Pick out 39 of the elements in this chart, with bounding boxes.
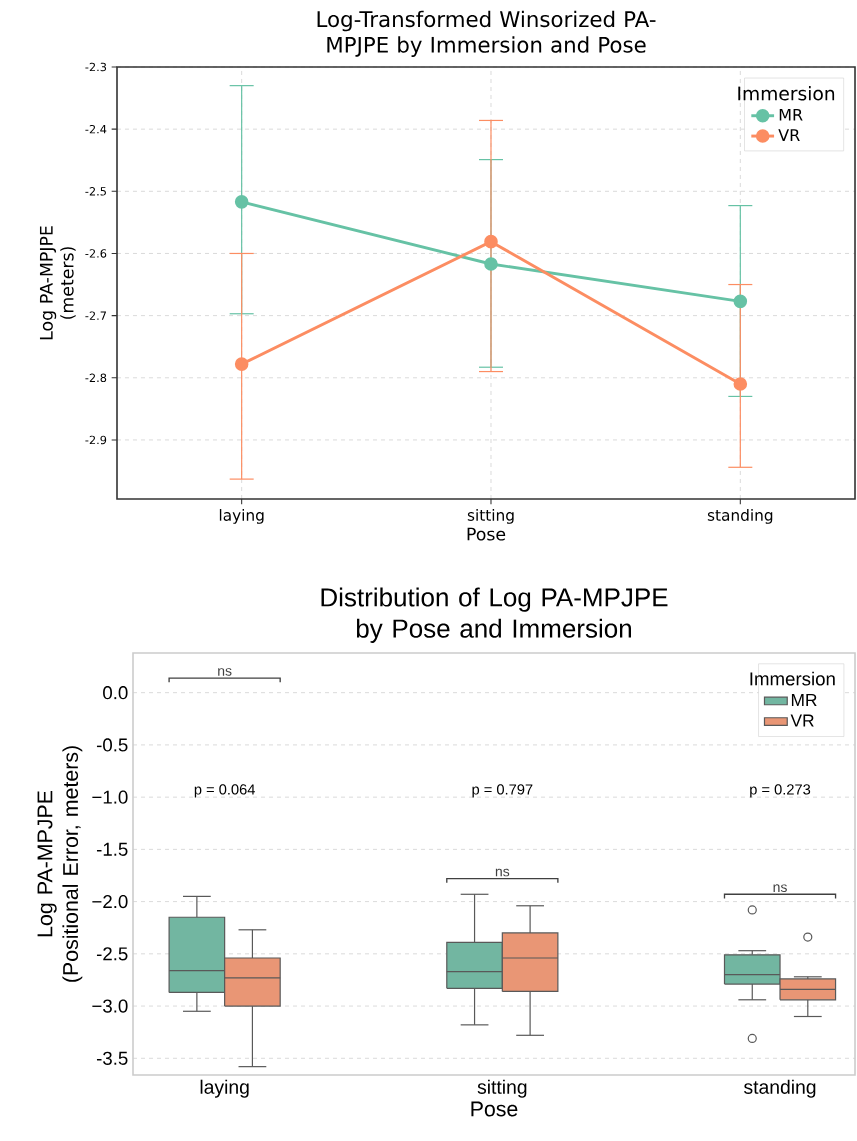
annotation: ns (218, 668, 232, 676)
x-tick-label: sitting (467, 509, 514, 524)
chart-title: Log-Transformed Winsorized PA-MPJPE by Immersion and Pose (317, 10, 656, 57)
legend-label: MR (779, 108, 803, 121)
legend-label: VR (778, 129, 800, 141)
y-tick-label: -3.5 (96, 1051, 128, 1065)
x-tick-label: laying (200, 1079, 249, 1098)
x-axis-title: Pose (467, 527, 506, 541)
annotation: p = 0.064 (194, 784, 255, 798)
y-tick-label: -1.5 (96, 842, 128, 856)
legend-label: MR (791, 694, 817, 706)
y-tick-label: 0.0 (103, 686, 128, 700)
x-tick-label: laying (219, 509, 264, 524)
annotation: ns (773, 884, 787, 893)
legend-label: VR (790, 714, 814, 727)
y-tick-label: -2.5 (85, 187, 106, 196)
legend-title: Immersion (750, 671, 835, 686)
chart-title: Distribution of Log PA-MPJPE by Pose and Immersion (321, 587, 668, 643)
y-tick-label: -2.5 (96, 947, 128, 961)
x-tick-label: standing (744, 1079, 816, 1098)
x-tick-label: sitting (477, 1079, 527, 1098)
y-tick-label: -2.9 (85, 435, 107, 445)
y-tick-label: −3.0 (92, 999, 128, 1013)
y-tick-label: -2.6 (85, 249, 107, 258)
y-axis-title: Log PA-MPJPE (Positional Error, meters) (37, 746, 83, 982)
y-axis-title: Log PA-MPJPE (meters) (39, 226, 76, 340)
legend-title: Immersion (738, 86, 835, 101)
annotation: ns (495, 868, 510, 877)
x-tick-label: standing (707, 509, 773, 524)
y-tick-label: -2.8 (85, 373, 107, 383)
y-tick-label: -2.3 (85, 62, 107, 72)
y-tick-label: −1.0 (92, 790, 128, 804)
y-tick-label: -2.7 (85, 311, 106, 320)
y-tick-label: -2.4 (85, 124, 107, 134)
annotation: p = 0.273 (750, 784, 811, 798)
y-tick-label: −2.0 (92, 894, 128, 909)
x-axis-title: Pose (471, 1101, 518, 1117)
y-tick-label: -0.5 (96, 738, 128, 752)
annotation: p = 0.797 (472, 784, 533, 798)
